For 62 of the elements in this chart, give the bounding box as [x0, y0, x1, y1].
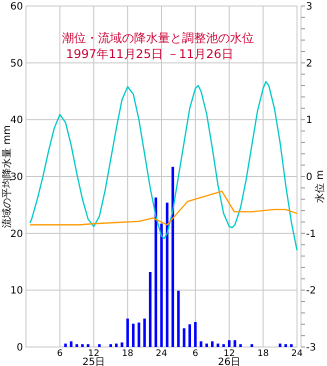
bar: [148, 272, 152, 347]
bar: [154, 198, 158, 347]
bar: [250, 344, 254, 347]
y-tick-label: 60: [10, 2, 23, 12]
x-tick-label: 24: [291, 349, 303, 359]
bar: [239, 344, 242, 347]
text: 26日: [218, 357, 241, 366]
bar: [166, 202, 168, 347]
y2-tick-label: -3: [306, 342, 316, 354]
y2-tick-label: 1: [306, 115, 312, 126]
bar: [211, 341, 214, 347]
y-tick-label: 10: [10, 286, 23, 297]
text: 25日: [82, 357, 106, 366]
bar: [76, 344, 78, 347]
x-tick-label: 6: [192, 349, 199, 359]
bar: [278, 344, 282, 347]
bar: [138, 322, 140, 347]
y-tick-label: 40: [10, 115, 23, 126]
x-tick-label: 18: [257, 349, 270, 359]
line-series: [29, 80, 298, 252]
bar: [132, 324, 135, 347]
bar: [171, 166, 174, 347]
bar: [228, 340, 231, 347]
bar: [115, 344, 118, 347]
bar: [98, 344, 101, 347]
bar: [143, 318, 146, 347]
text: 1997年11月25日 －11月26日: [66, 47, 234, 61]
y2-tick-label: 0: [306, 172, 312, 183]
x-tick-label: 24: [156, 349, 168, 359]
bar: [81, 344, 84, 347]
text: 潮位・流域の降水量と調整池の水位: [62, 31, 254, 45]
bar: [126, 318, 129, 347]
y2-tick-label: -1: [306, 228, 316, 240]
x-tick-label: 18: [122, 349, 134, 359]
bar: [205, 344, 208, 347]
bar: [64, 344, 67, 347]
x-tick-label: 6: [57, 349, 64, 359]
bar: [109, 344, 112, 347]
bar: [222, 344, 225, 347]
y-axis-title: 流域の平均降水量 mm: [1, 125, 13, 228]
y-tick-label: 50: [10, 58, 23, 70]
bar: [86, 344, 90, 347]
bar: [200, 341, 202, 347]
line-series: [29, 190, 298, 226]
bar: [194, 322, 197, 347]
bar: [188, 324, 192, 347]
y2-tick-label: 2: [306, 58, 312, 70]
bar: [160, 224, 163, 347]
y2-axis-title: 水位 m: [314, 170, 326, 203]
bar: [177, 290, 180, 347]
bar: [234, 340, 236, 347]
bar: [216, 344, 220, 347]
bar: [290, 344, 293, 347]
bar: [182, 328, 186, 347]
bar: [70, 341, 72, 347]
y2-tick-label: -2: [306, 286, 316, 297]
y2-tick-label: 3: [306, 2, 312, 12]
bar: [120, 342, 124, 347]
y-tick-label: 30: [10, 172, 23, 183]
y-tick-label: 0: [16, 342, 23, 354]
y-tick-label: 20: [10, 228, 23, 240]
bar: [284, 344, 288, 347]
